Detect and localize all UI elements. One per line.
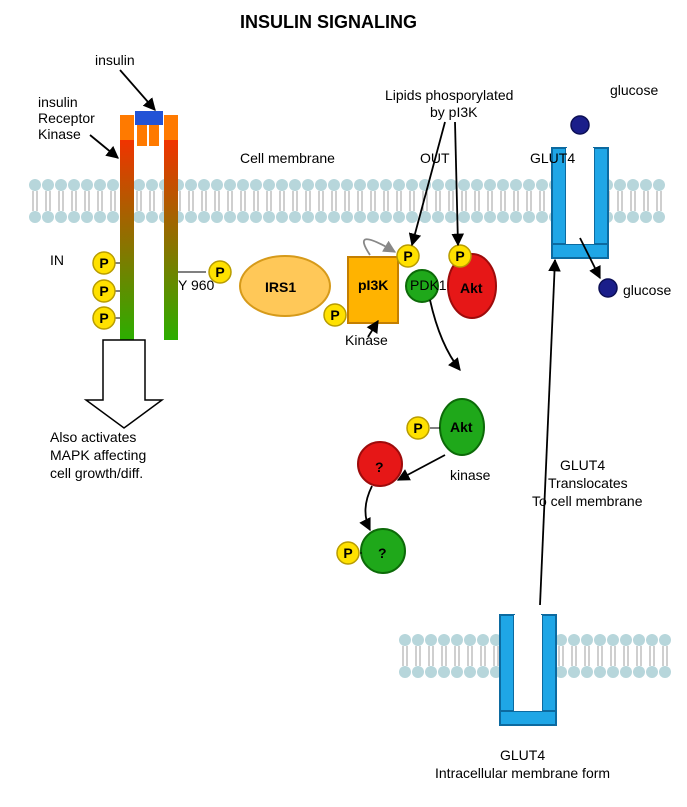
insulin-ligand [135, 111, 163, 125]
receptor-bar [164, 125, 178, 340]
label-y960: Y 960 [178, 277, 215, 293]
mapk-arrow [86, 340, 162, 428]
label-insulin: insulin [95, 52, 135, 68]
label-mapk1: Also activates [50, 429, 136, 445]
label-mapk3: cell growth/diff. [50, 465, 143, 481]
svg-text:P: P [455, 248, 464, 264]
label-pi3k: pI3K [358, 277, 388, 293]
svg-text:P: P [99, 283, 108, 299]
a-q-q [365, 486, 372, 530]
label-kinase1: Kinase [345, 332, 388, 348]
svg-text:P: P [413, 420, 422, 436]
svg-text:P: P [403, 248, 412, 264]
a-pi3k-mem [364, 239, 395, 255]
label-kinase2: kinase [450, 467, 491, 483]
a-irk [90, 135, 118, 158]
label-mapk2: MAPK affecting [50, 447, 146, 463]
label-pdk1: PDK1 [410, 277, 447, 293]
label-in: IN [50, 252, 64, 268]
label-lipids1: Lipids phosporylated [385, 87, 513, 103]
label-q1: ? [375, 459, 384, 475]
label-irk2: Receptor [38, 110, 95, 126]
svg-text:P: P [330, 307, 339, 323]
label-gt1: GLUT4 [560, 457, 605, 473]
title: INSULIN SIGNALING [240, 12, 417, 32]
label-glut4top: GLUT4 [530, 150, 575, 166]
label-gt3: To cell membrane [532, 493, 643, 509]
label-cellmem: Cell membrane [240, 150, 335, 166]
label-akt1: Akt [460, 280, 483, 296]
label-gt2: Translocates [548, 475, 628, 491]
glut4-vesicle [500, 615, 556, 725]
svg-text:P: P [343, 545, 352, 561]
svg-text:P: P [215, 264, 224, 280]
label-out: OUT [420, 150, 450, 166]
label-glut4bot: GLUT4 [500, 747, 545, 763]
label-akt2: Akt [450, 419, 473, 435]
label-intramem: Intracellular membrane form [435, 765, 610, 781]
label-glucoseIn: glucose [623, 282, 671, 298]
svg-text:P: P [99, 255, 108, 271]
glucose-molecule [571, 116, 589, 134]
label-glucoseTop: glucose [610, 82, 658, 98]
label-lipids2: by pI3K [430, 104, 478, 120]
a-glut-up [540, 260, 555, 605]
label-irk3: Kinase [38, 126, 81, 142]
a-akt-q [398, 455, 445, 480]
label-irs1: IRS1 [265, 279, 296, 295]
label-irk1: insulin [38, 94, 78, 110]
svg-text:P: P [99, 310, 108, 326]
a-ins [120, 70, 155, 110]
insulin-signaling-diagram: INSULIN SIGNALINGPPPPPPPPPinsulininsulin… [0, 0, 687, 807]
glucose-molecule [599, 279, 617, 297]
label-q2: ? [378, 545, 387, 561]
receptor-bar [120, 125, 134, 340]
